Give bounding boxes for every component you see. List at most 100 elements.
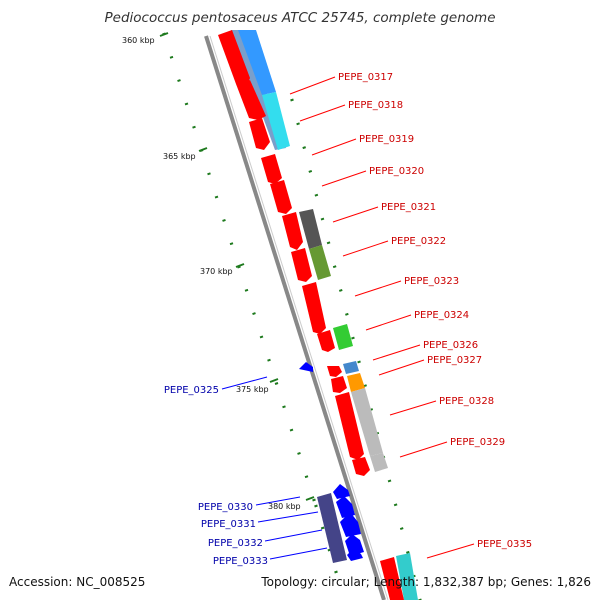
- cog-bar: [317, 493, 347, 563]
- scale-labels: 360 kbp 365 kbp 370 kbp 375 kbp 380 kbp: [122, 32, 315, 511]
- minor-tick: [207, 172, 211, 176]
- map-title: Pediococcus pentosaceus ATCC 25745, comp…: [105, 10, 496, 26]
- cog-bar: [262, 92, 290, 150]
- minor-tick: [345, 312, 349, 316]
- minor-tick: [214, 195, 219, 199]
- backbone-shadow: [209, 35, 389, 600]
- gene-label-pepe-0326: PEPE_0326: [423, 340, 478, 351]
- minor-tick: [304, 475, 309, 479]
- accession-label: Accession: NC_008525: [9, 575, 145, 589]
- minor-tick: [222, 218, 226, 222]
- cog-track-gray: [231, 30, 418, 600]
- cog-bar: [299, 209, 322, 249]
- major-tick: [159, 32, 169, 37]
- label-leader: [354, 280, 402, 297]
- major-tick: [305, 496, 315, 501]
- forward-cds: [218, 30, 250, 88]
- minor-tick: [399, 527, 404, 531]
- minor-tick: [326, 241, 331, 245]
- gene-label-pepe-0320: PEPE_0320: [369, 166, 424, 177]
- cog-bar: [396, 553, 418, 600]
- scale-label-380: 380 kbp: [268, 502, 301, 511]
- minor-tick: [259, 335, 264, 339]
- minor-tick: [320, 526, 325, 530]
- minor-tick: [312, 498, 316, 502]
- backbone-line: [204, 35, 386, 600]
- label-leader: [389, 400, 437, 416]
- label-leader: [289, 76, 336, 95]
- minor-tick: [192, 125, 196, 129]
- label-leader: [257, 511, 319, 523]
- reverse-cds: [340, 512, 361, 537]
- scale-label-375: 375 kbp: [236, 385, 269, 394]
- minor-tick: [357, 360, 361, 364]
- cog-bar: [351, 388, 383, 456]
- minor-tick: [296, 122, 300, 126]
- scale-ticks: [162, 32, 422, 600]
- minor-tick: [334, 570, 338, 574]
- forward-cds: [282, 212, 303, 250]
- label-leader: [311, 138, 357, 156]
- gene-label-pepe-0329: PEPE_0329: [450, 437, 505, 448]
- minor-tick: [274, 382, 279, 385]
- forward-cds: [270, 180, 292, 214]
- label-leader: [221, 376, 268, 390]
- minor-tick: [267, 358, 271, 362]
- gene-labels: PEPE_0317 PEPE_0318 PEPE_0319 PEPE_0320 …: [164, 72, 532, 567]
- minor-tick: [308, 169, 313, 173]
- cog-bar: [343, 361, 359, 374]
- label-leader: [332, 206, 379, 223]
- forward-cds: [291, 248, 312, 282]
- minor-tick: [177, 79, 181, 83]
- cog-bar: [238, 30, 276, 95]
- gene-label-pepe-0322: PEPE_0322: [391, 236, 446, 247]
- gene-label-pepe-0323: PEPE_0323: [404, 276, 459, 287]
- label-leader: [299, 104, 346, 122]
- minor-tick: [302, 146, 307, 150]
- scale-label-360: 360 kbp: [122, 36, 155, 45]
- forward-cds: [327, 366, 342, 377]
- label-leader: [378, 359, 425, 376]
- reverse-cds: [333, 484, 350, 499]
- forward-cds: [317, 330, 335, 352]
- gene-label-pepe-0332: PEPE_0332: [208, 538, 263, 549]
- gene-label-pepe-0327: PEPE_0327: [427, 355, 482, 366]
- label-leader: [372, 344, 421, 361]
- reverse-cds: [347, 548, 363, 561]
- gene-label-pepe-0335: PEPE_0335: [477, 539, 532, 550]
- minor-tick: [314, 504, 318, 508]
- minor-tick: [387, 479, 392, 483]
- forward-cds: [352, 457, 370, 476]
- forward-cds: [331, 376, 347, 393]
- gene-label-pepe-0330: PEPE_0330: [198, 502, 253, 513]
- cog-bar: [347, 373, 365, 392]
- label-leader: [264, 529, 323, 542]
- backbone: [204, 35, 389, 600]
- reverse-cds: [299, 362, 313, 372]
- minor-tick: [297, 451, 301, 455]
- minor-tick: [332, 265, 337, 269]
- forward-cds: [335, 392, 364, 460]
- reverse-cds: [345, 534, 364, 556]
- forward-cds: [380, 557, 404, 600]
- minor-tick: [169, 55, 174, 59]
- label-leader: [269, 547, 328, 560]
- minor-tick: [314, 193, 319, 197]
- minor-tick: [338, 289, 343, 292]
- forward-cds: [261, 154, 282, 184]
- minor-tick: [252, 312, 256, 316]
- label-leader: [399, 441, 448, 458]
- minor-tick: [320, 217, 325, 221]
- label-leader: [365, 314, 412, 331]
- forward-cds: [249, 118, 270, 150]
- minor-tick: [184, 102, 189, 106]
- label-leader: [321, 170, 367, 187]
- minor-tick: [237, 265, 241, 269]
- reverse-cds-track: [299, 362, 364, 561]
- forward-cds: [302, 282, 326, 334]
- gene-label-pepe-0328: PEPE_0328: [439, 396, 494, 407]
- minor-tick: [351, 336, 355, 340]
- genome-summary: Topology: circular; Length: 1,832,387 bp…: [260, 575, 591, 589]
- major-tick: [269, 378, 279, 383]
